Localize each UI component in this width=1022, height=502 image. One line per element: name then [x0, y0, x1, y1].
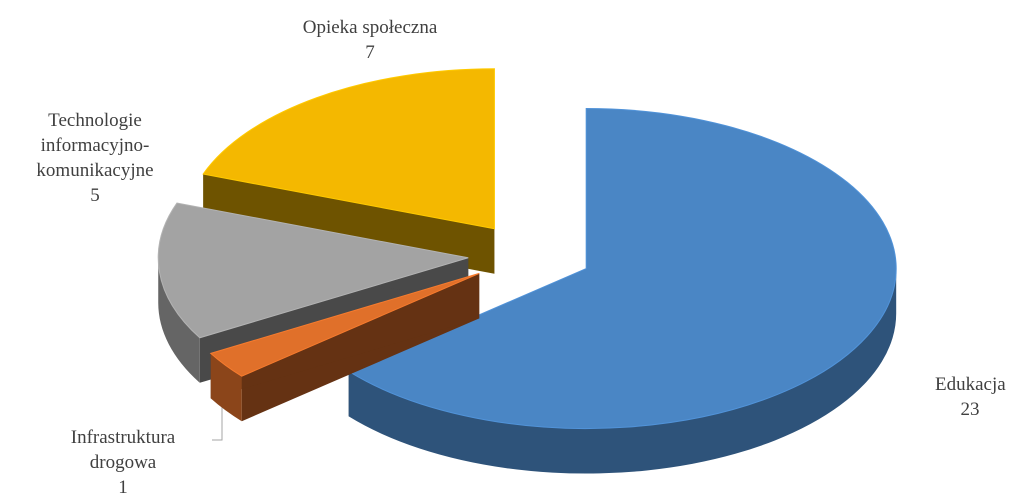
slice-label: Infrastruktura drogowa 1	[48, 425, 198, 500]
slice-top	[202, 68, 495, 230]
slice-value: 7	[365, 42, 375, 63]
slice-top	[157, 202, 469, 339]
slice-side	[158, 257, 200, 383]
slice-top	[209, 272, 480, 377]
slice-value: 5	[90, 185, 100, 206]
slice-wall	[210, 273, 480, 399]
category-name: Opieka społeczna	[302, 17, 438, 38]
category-name: Edukacja	[935, 374, 1006, 395]
slice-value: 23	[960, 399, 980, 420]
slice-label: Technologie informacyjno-komunikacyjne 5	[20, 108, 170, 208]
category-name: Technologie informacyjno-komunikacyjne	[36, 110, 154, 181]
slice-label: Opieka społeczna 7	[275, 15, 465, 65]
leader-line	[212, 402, 223, 441]
pie-slice	[347, 108, 897, 474]
slice-side	[348, 268, 897, 474]
slice-value: 1	[118, 477, 128, 498]
slice-label: Edukacja 23	[935, 372, 1006, 422]
slice-side	[210, 353, 242, 422]
category-name: Infrastruktura drogowa	[70, 427, 176, 473]
pie-slice	[209, 272, 480, 422]
slice-top	[347, 108, 897, 429]
